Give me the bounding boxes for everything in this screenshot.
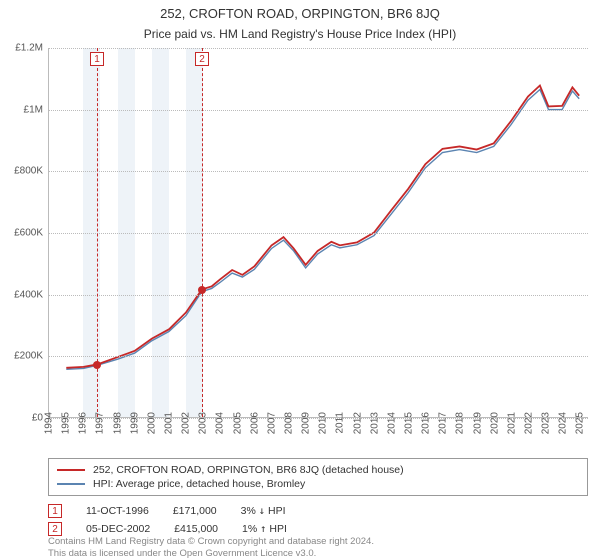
- x-tick-label: 2016: [421, 412, 432, 434]
- legend-item-hpi: HPI: Average price, detached house, Brom…: [57, 477, 579, 491]
- sale-date: 05-DEC-2002: [86, 523, 150, 535]
- sale-flag: 2: [195, 52, 209, 66]
- sale-marker: 2: [48, 522, 62, 536]
- y-tick-label: £200K: [1, 351, 43, 362]
- chart-title: 252, CROFTON ROAD, ORPINGTON, BR6 8JQ: [0, 0, 600, 21]
- sale-delta: 3% ↓ HPI: [241, 505, 286, 517]
- x-tick-label: 2023: [541, 412, 552, 434]
- x-tick-label: 1999: [129, 412, 140, 434]
- x-tick-label: 2003: [198, 412, 209, 434]
- sales-table: 1 11-OCT-1996 £171,000 3% ↓ HPI 2 05-DEC…: [48, 502, 287, 538]
- x-tick-label: 1994: [44, 412, 55, 434]
- y-tick-label: £0: [1, 413, 43, 424]
- x-tick-label: 2011: [335, 412, 346, 434]
- x-tick-label: 2002: [181, 412, 192, 434]
- legend-label: HPI: Average price, detached house, Brom…: [93, 478, 305, 490]
- legend-swatch: [57, 469, 85, 471]
- x-tick-label: 2022: [524, 412, 535, 434]
- y-tick-label: £400K: [1, 289, 43, 300]
- legend-label: 252, CROFTON ROAD, ORPINGTON, BR6 8JQ (d…: [93, 464, 404, 476]
- legend-box: 252, CROFTON ROAD, ORPINGTON, BR6 8JQ (d…: [48, 458, 588, 496]
- sale-delta: 1% ↑ HPI: [242, 523, 287, 535]
- y-tick-label: £1.2M: [1, 43, 43, 54]
- sale-price: £171,000: [173, 505, 217, 517]
- x-tick-label: 1995: [61, 412, 72, 434]
- legend-swatch: [57, 483, 85, 485]
- x-tick-label: 2013: [369, 412, 380, 434]
- x-tick-label: 2004: [215, 412, 226, 434]
- chart-subtitle: Price paid vs. HM Land Registry's House …: [0, 21, 600, 41]
- sale-marker: 1: [48, 504, 62, 518]
- x-tick-label: 2014: [386, 412, 397, 434]
- plot-area: £0£200K£400K£600K£800K£1M£1.2M1994199519…: [48, 48, 588, 418]
- x-tick-label: 2024: [558, 412, 569, 434]
- x-tick-label: 2000: [146, 412, 157, 434]
- sale-flag: 1: [90, 52, 104, 66]
- x-tick-label: 2019: [472, 412, 483, 434]
- x-tick-label: 1998: [112, 412, 123, 434]
- series-price: [66, 85, 579, 367]
- legend-item-price: 252, CROFTON ROAD, ORPINGTON, BR6 8JQ (d…: [57, 463, 579, 477]
- chart-container: 252, CROFTON ROAD, ORPINGTON, BR6 8JQ Pr…: [0, 0, 600, 560]
- x-tick-label: 1996: [78, 412, 89, 434]
- footer-text: Contains HM Land Registry data © Crown c…: [48, 536, 374, 560]
- x-tick-label: 2015: [404, 412, 415, 434]
- sale-date: 11-OCT-1996: [86, 505, 149, 517]
- sale-dot: [93, 361, 101, 369]
- footer-line: This data is licensed under the Open Gov…: [48, 548, 374, 560]
- x-tick-label: 2021: [506, 412, 517, 434]
- x-tick-label: 2025: [575, 412, 586, 434]
- sale-row: 1 11-OCT-1996 £171,000 3% ↓ HPI: [48, 502, 287, 520]
- y-tick-label: £800K: [1, 166, 43, 177]
- x-tick-label: 2017: [438, 412, 449, 434]
- y-tick-label: £600K: [1, 228, 43, 239]
- x-tick-label: 2012: [352, 412, 363, 434]
- sale-price: £415,000: [174, 523, 218, 535]
- x-tick-label: 2010: [318, 412, 329, 434]
- sale-dot: [198, 286, 206, 294]
- x-tick-label: 2008: [284, 412, 295, 434]
- x-tick-label: 2020: [489, 412, 500, 434]
- x-tick-label: 2007: [266, 412, 277, 434]
- x-tick-label: 2009: [301, 412, 312, 434]
- x-tick-label: 2018: [455, 412, 466, 434]
- footer-line: Contains HM Land Registry data © Crown c…: [48, 536, 374, 548]
- x-tick-label: 2001: [164, 412, 175, 434]
- y-tick-label: £1M: [1, 104, 43, 115]
- x-tick-label: 2006: [249, 412, 260, 434]
- x-tick-label: 2005: [232, 412, 243, 434]
